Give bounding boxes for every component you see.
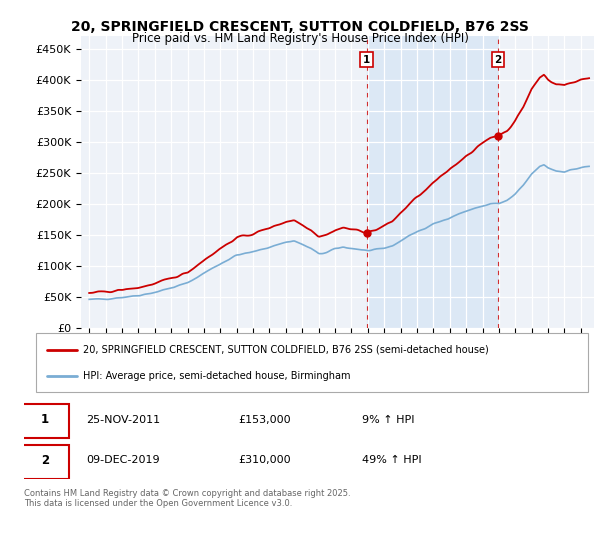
Text: Contains HM Land Registry data © Crown copyright and database right 2025.
This d: Contains HM Land Registry data © Crown c… [24,489,350,508]
Text: 20, SPRINGFIELD CRESCENT, SUTTON COLDFIELD, B76 2SS: 20, SPRINGFIELD CRESCENT, SUTTON COLDFIE… [71,20,529,34]
FancyBboxPatch shape [36,333,588,392]
Text: 2: 2 [41,454,49,466]
Text: £153,000: £153,000 [238,414,291,424]
Text: 2: 2 [494,55,502,65]
Text: 25-NOV-2011: 25-NOV-2011 [86,414,160,424]
Text: 1: 1 [41,413,49,426]
Text: 20, SPRINGFIELD CRESCENT, SUTTON COLDFIELD, B76 2SS (semi-detached house): 20, SPRINGFIELD CRESCENT, SUTTON COLDFIE… [83,344,488,354]
Text: 09-DEC-2019: 09-DEC-2019 [86,455,160,465]
FancyBboxPatch shape [21,404,69,438]
Text: Price paid vs. HM Land Registry's House Price Index (HPI): Price paid vs. HM Land Registry's House … [131,32,469,45]
Bar [367,36,498,328]
Text: £310,000: £310,000 [238,455,291,465]
Text: 49% ↑ HPI: 49% ↑ HPI [362,455,422,465]
Text: HPI: Average price, semi-detached house, Birmingham: HPI: Average price, semi-detached house,… [83,371,350,381]
Text: 1: 1 [363,55,370,65]
FancyBboxPatch shape [21,445,69,479]
Text: 9% ↑ HPI: 9% ↑ HPI [362,414,415,424]
